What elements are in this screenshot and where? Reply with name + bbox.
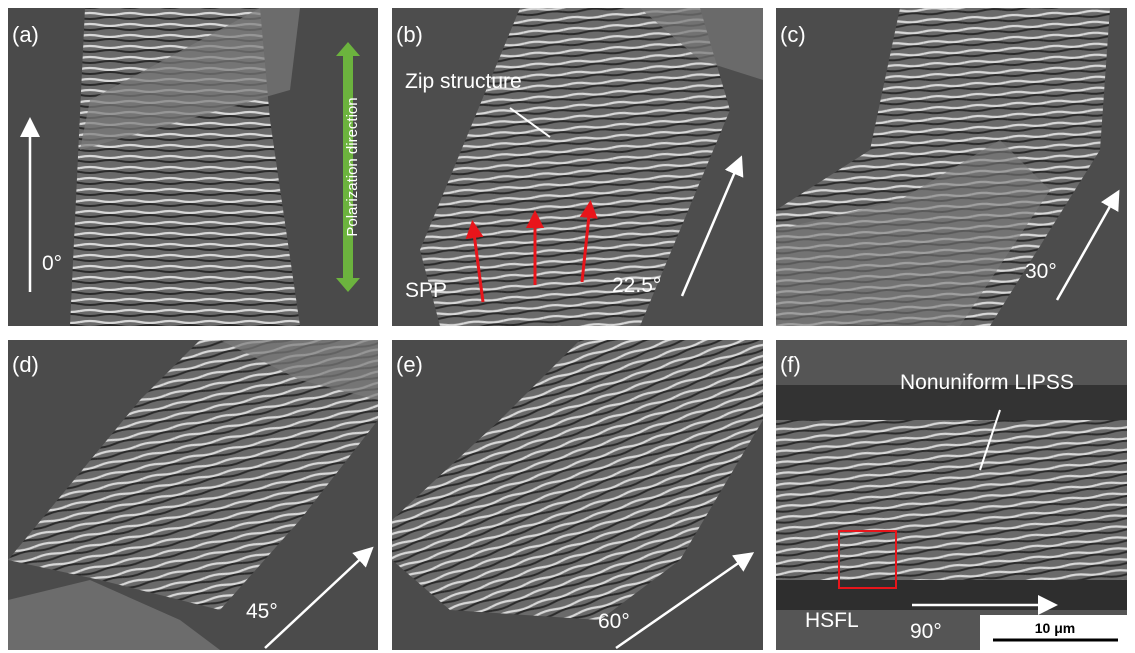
scale-bar-label: 10 μm [1035, 620, 1075, 636]
panel-e: (e) 60° [392, 340, 763, 650]
angle-label: 22.5° [612, 274, 661, 297]
panel-d: (d) 45° [8, 340, 378, 650]
panel-f: (f) Nonuniform LIPSS HSFL 90° 10 μm [776, 340, 1127, 650]
panel-b: (b) Zip structure SPP 22.5° [392, 8, 763, 326]
annotation: SPP [405, 279, 447, 302]
panel-c: (c) 30° [776, 8, 1127, 326]
panel-label: (f) [780, 352, 801, 377]
angle-label: 60° [598, 610, 630, 633]
panel-label: (d) [12, 352, 39, 377]
panel-label: (e) [396, 352, 423, 377]
figure: (a) 0° Polarization direction (b) Zip st… [0, 0, 1135, 653]
panel-label: (b) [396, 22, 423, 47]
angle-label: 45° [246, 600, 278, 623]
panel-label: (c) [780, 22, 806, 47]
annotation: Nonuniform LIPSS [900, 371, 1074, 394]
angle-label: 0° [42, 252, 62, 275]
annotation: HSFL [805, 609, 859, 632]
annotation: Zip structure [405, 70, 522, 93]
annotation: Polarization direction [344, 97, 361, 236]
angle-label: 30° [1025, 260, 1057, 283]
angle-label: 90° [910, 620, 942, 643]
panel-a: (a) 0° Polarization direction [8, 8, 378, 326]
panel-label: (a) [12, 22, 39, 47]
